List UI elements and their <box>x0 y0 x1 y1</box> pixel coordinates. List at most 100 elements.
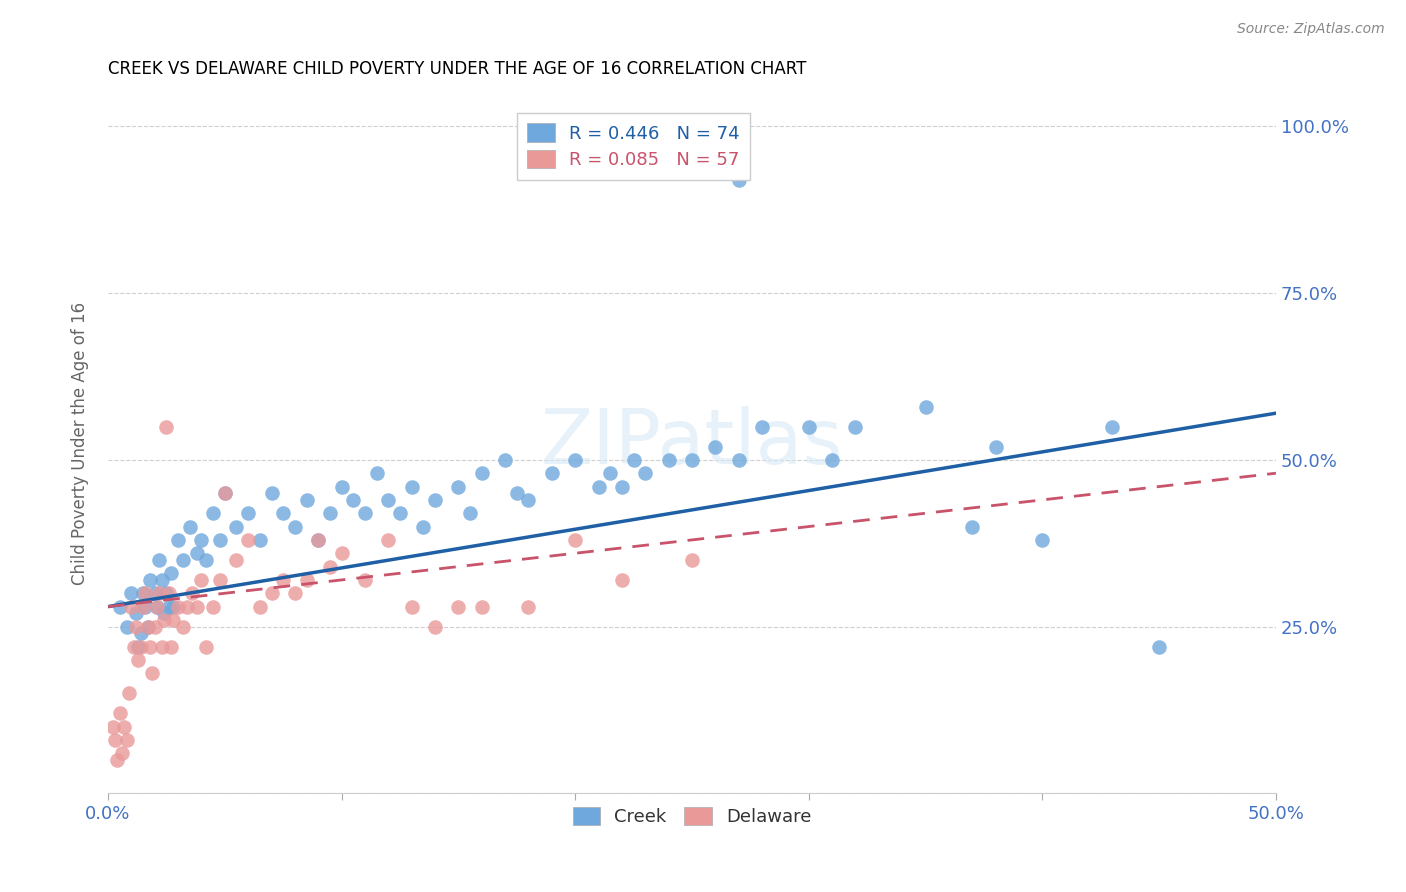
Point <box>209 533 232 547</box>
Point <box>125 619 148 633</box>
Point <box>101 720 124 734</box>
Point <box>139 573 162 587</box>
Point <box>172 553 194 567</box>
Legend: Creek, Delaware: Creek, Delaware <box>565 799 818 833</box>
Point <box>132 599 155 614</box>
Point <box>129 626 152 640</box>
Point <box>377 533 399 547</box>
Point <box>143 619 166 633</box>
Point <box>108 706 131 721</box>
Point <box>330 479 353 493</box>
Point <box>271 573 294 587</box>
Point <box>681 453 703 467</box>
Point <box>307 533 329 547</box>
Point <box>821 453 844 467</box>
Point <box>127 653 149 667</box>
Point <box>108 599 131 614</box>
Point <box>797 419 820 434</box>
Point <box>517 599 540 614</box>
Point <box>143 586 166 600</box>
Point <box>471 467 494 481</box>
Point <box>150 640 173 654</box>
Point <box>914 400 936 414</box>
Point <box>153 607 176 621</box>
Point <box>136 619 159 633</box>
Point <box>458 506 481 520</box>
Point <box>377 492 399 507</box>
Point <box>844 419 866 434</box>
Point <box>727 173 749 187</box>
Point <box>623 453 645 467</box>
Point <box>295 492 318 507</box>
Point <box>125 607 148 621</box>
Point <box>366 467 388 481</box>
Point <box>564 453 586 467</box>
Point <box>181 586 204 600</box>
Text: Source: ZipAtlas.com: Source: ZipAtlas.com <box>1237 22 1385 37</box>
Point <box>271 506 294 520</box>
Point <box>209 573 232 587</box>
Point <box>153 613 176 627</box>
Point <box>564 533 586 547</box>
Point <box>588 479 610 493</box>
Point <box>214 486 236 500</box>
Point <box>401 599 423 614</box>
Point <box>186 599 208 614</box>
Point <box>307 533 329 547</box>
Point <box>260 486 283 500</box>
Point <box>162 599 184 614</box>
Point <box>412 519 434 533</box>
Point <box>157 599 180 614</box>
Point <box>599 467 621 481</box>
Point <box>610 479 633 493</box>
Point <box>634 467 657 481</box>
Point <box>115 619 138 633</box>
Point <box>214 486 236 500</box>
Point <box>155 419 177 434</box>
Point <box>195 553 218 567</box>
Text: CREEK VS DELAWARE CHILD POVERTY UNDER THE AGE OF 16 CORRELATION CHART: CREEK VS DELAWARE CHILD POVERTY UNDER TH… <box>108 60 807 78</box>
Point <box>984 440 1007 454</box>
Point <box>120 599 142 614</box>
Point <box>295 573 318 587</box>
Point <box>141 666 163 681</box>
Point <box>150 573 173 587</box>
Point <box>139 640 162 654</box>
Point <box>249 599 271 614</box>
Point <box>610 573 633 587</box>
Point <box>122 640 145 654</box>
Point <box>249 533 271 547</box>
Point <box>172 619 194 633</box>
Point <box>157 586 180 600</box>
Point <box>202 506 225 520</box>
Point <box>146 599 169 614</box>
Point <box>1101 419 1123 434</box>
Point <box>225 553 247 567</box>
Point <box>155 586 177 600</box>
Point <box>104 733 127 747</box>
Point <box>354 573 377 587</box>
Y-axis label: Child Poverty Under the Age of 16: Child Poverty Under the Age of 16 <box>72 301 89 585</box>
Point <box>284 519 307 533</box>
Point <box>704 440 727 454</box>
Point <box>284 586 307 600</box>
Point <box>160 640 183 654</box>
Point <box>401 479 423 493</box>
Point <box>260 586 283 600</box>
Point <box>112 720 135 734</box>
Point <box>115 733 138 747</box>
Point <box>423 619 446 633</box>
Point <box>195 640 218 654</box>
Point <box>319 559 342 574</box>
Point <box>148 553 170 567</box>
Point <box>388 506 411 520</box>
Point <box>167 533 190 547</box>
Point <box>127 640 149 654</box>
Point <box>132 586 155 600</box>
Point <box>118 686 141 700</box>
Point <box>162 613 184 627</box>
Point <box>447 599 470 614</box>
Point <box>186 546 208 560</box>
Point <box>129 640 152 654</box>
Point <box>423 492 446 507</box>
